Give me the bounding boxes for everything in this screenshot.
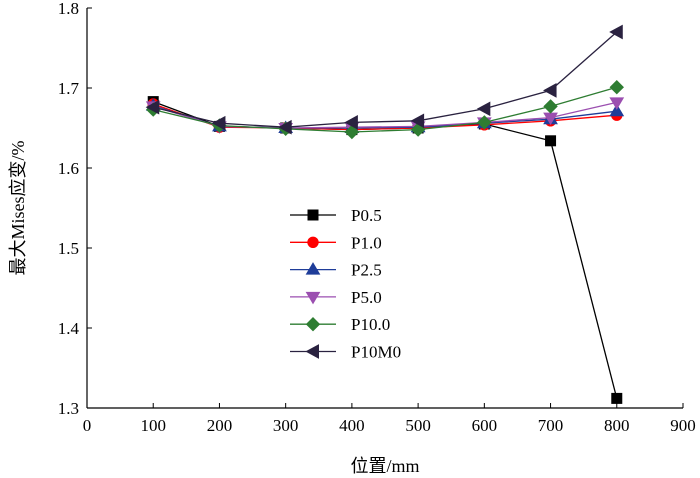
y-tick-label: 1.8 bbox=[58, 0, 79, 18]
x-tick-label: 600 bbox=[472, 416, 498, 435]
y-tick-label: 1.7 bbox=[58, 79, 80, 98]
legend-marker bbox=[305, 262, 321, 275]
legend-marker bbox=[305, 316, 321, 332]
legend-label: P5.0 bbox=[351, 288, 382, 307]
data-point-p10m0 bbox=[211, 115, 226, 131]
y-tick-label: 1.4 bbox=[58, 319, 80, 338]
legend-entry-p0-5: P0.5 bbox=[290, 206, 382, 225]
series-line-p1-0 bbox=[153, 103, 617, 131]
legend-marker bbox=[305, 344, 319, 359]
data-point-p5-0 bbox=[609, 97, 625, 110]
data-point-p10m0 bbox=[278, 119, 292, 135]
x-axis-ticks: 0 100 200 300 400 500 600 700 800 900 bbox=[83, 403, 696, 435]
data-point-p10m0 bbox=[543, 83, 557, 98]
data-point-p10-0 bbox=[543, 99, 558, 114]
y-tick-label: 1.6 bbox=[58, 159, 79, 178]
legend-entry-p10m0: P10M0 bbox=[290, 343, 401, 362]
data-point-p10m0 bbox=[476, 101, 491, 117]
legend-marker bbox=[307, 236, 319, 249]
legend-entry-p1-0: P1.0 bbox=[290, 233, 382, 252]
x-tick-label: 800 bbox=[604, 416, 630, 435]
x-tick-label: 700 bbox=[538, 416, 564, 435]
x-tick-label: 200 bbox=[207, 416, 233, 435]
data-point-p10m0 bbox=[609, 24, 623, 40]
data-point-p10m0 bbox=[410, 113, 425, 129]
y-tick-label: 1.5 bbox=[58, 239, 79, 258]
data-point-p10-0 bbox=[410, 122, 426, 137]
data-point-p0-5 bbox=[545, 135, 557, 147]
legend-label: P2.5 bbox=[351, 261, 382, 280]
x-tick-label: 900 bbox=[670, 416, 696, 435]
x-tick-label: 100 bbox=[140, 416, 166, 435]
legend-marker bbox=[307, 209, 319, 221]
x-tick-label: 300 bbox=[273, 416, 299, 435]
x-axis-title: 位置/mm bbox=[350, 456, 419, 476]
legend-marker bbox=[305, 291, 321, 305]
legend-label: P0.5 bbox=[351, 206, 382, 225]
data-point-p10-0 bbox=[609, 79, 624, 95]
data-point-p10m0 bbox=[344, 115, 358, 130]
data-point-p10-0 bbox=[477, 115, 492, 130]
legend-entry-p5-0: P5.0 bbox=[290, 288, 382, 307]
x-tick-label: 500 bbox=[405, 416, 431, 435]
y-tick-label: 1.3 bbox=[58, 399, 79, 418]
legend: P0.5 P1.0 P2.5 P5.0 P10.0 P10M0 bbox=[290, 206, 401, 362]
x-tick-label: 0 bbox=[83, 416, 92, 435]
y-axis-ticks: 1.3 1.4 1.5 1.6 1.7 1.8 bbox=[58, 0, 92, 418]
data-point-p0-5 bbox=[611, 392, 623, 404]
data-point-p2-5 bbox=[609, 103, 625, 117]
legend-label: P10.0 bbox=[351, 315, 390, 334]
x-tick-label: 400 bbox=[339, 416, 365, 435]
axes bbox=[86, 8, 683, 409]
legend-entry-p10-0: P10.0 bbox=[290, 315, 390, 334]
y-axis-title: 最大Mises应变/% bbox=[8, 140, 28, 275]
legend-entry-p2-5: P2.5 bbox=[290, 261, 382, 280]
data-point-p10m0 bbox=[145, 99, 160, 115]
series-layer bbox=[145, 24, 625, 404]
series-line-p10-0 bbox=[153, 86, 617, 133]
series-p10m0 bbox=[145, 24, 623, 135]
legend-label: P1.0 bbox=[351, 233, 382, 252]
series-line-p10m0 bbox=[153, 31, 618, 128]
data-point-p10-0 bbox=[344, 124, 360, 140]
legend-label: P10M0 bbox=[351, 343, 401, 362]
